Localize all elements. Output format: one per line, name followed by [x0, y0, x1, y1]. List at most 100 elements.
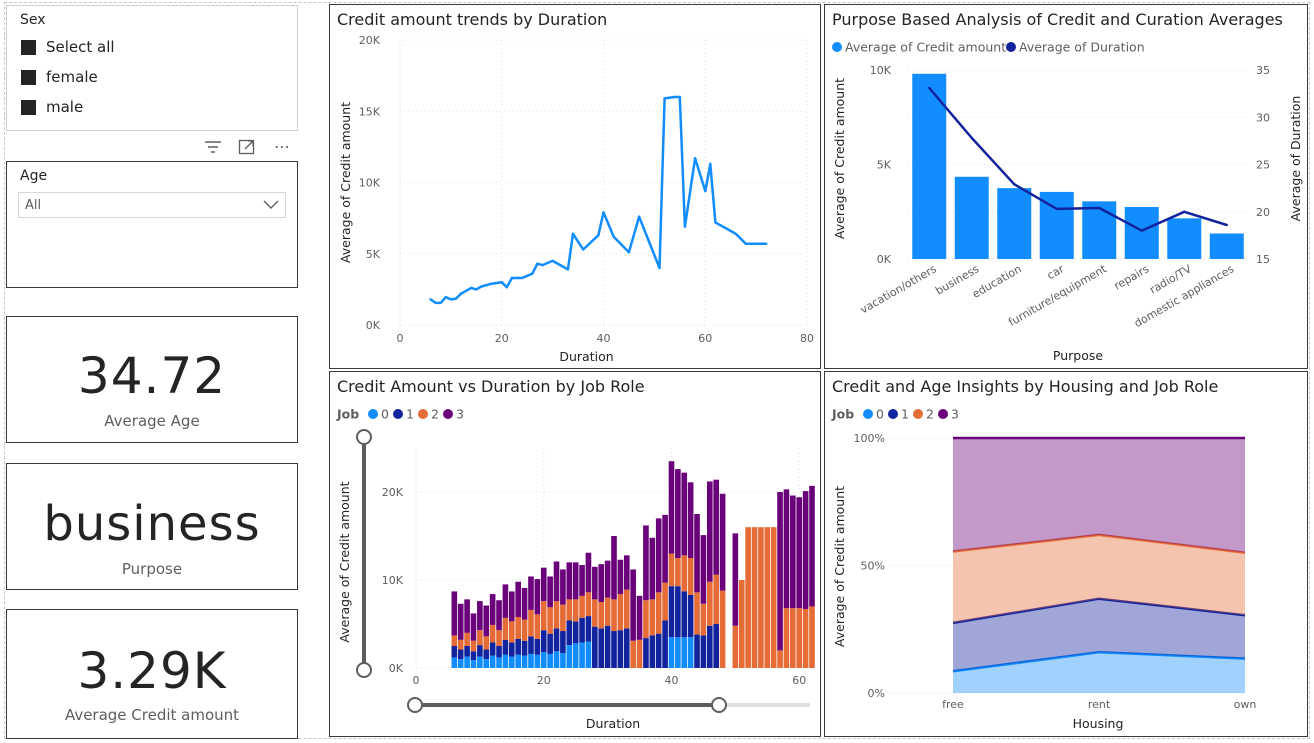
data-point: [1140, 229, 1143, 232]
data-point: [475, 288, 478, 291]
bar-segment: [617, 594, 624, 631]
bar-segment: [464, 646, 470, 657]
filter-icon[interactable]: [203, 139, 223, 159]
checkbox-icon[interactable]: [21, 99, 36, 115]
bar-segment: [496, 657, 502, 668]
bar-segment: [483, 659, 490, 668]
bar-segment: [675, 637, 681, 668]
bar-segment: [540, 652, 547, 668]
more-options-icon[interactable]: ⋯: [274, 137, 290, 156]
bar-segment: [477, 645, 483, 657]
bar-segment: [592, 566, 598, 600]
data-point: [459, 292, 463, 295]
age-slicer[interactable]: Age All: [6, 161, 298, 288]
bar-segment: [617, 559, 624, 595]
bar-segment: [508, 621, 515, 643]
bar-segment: [662, 582, 668, 621]
bar-segment: [598, 564, 605, 602]
y-axis-title: Average of Credit amount: [832, 486, 847, 647]
credit-trend-chart[interactable]: Credit amount trends by Duration 0 20 40 60…: [329, 4, 821, 369]
data-point: [709, 162, 712, 166]
sex-slicer[interactable]: Sex Select all female male: [6, 5, 298, 131]
select-all-option[interactable]: Select all: [21, 38, 115, 56]
checkbox-icon[interactable]: [21, 39, 36, 55]
bar-segment: [713, 574, 720, 624]
bar-segment: [802, 491, 809, 610]
male-option[interactable]: male: [21, 98, 83, 116]
bar-segment: [489, 624, 496, 643]
data-point: [444, 296, 447, 299]
bar-segment: [662, 620, 668, 668]
bar-segment: [809, 485, 815, 607]
y-tick-label: 5K: [877, 159, 892, 172]
legend-marker: [418, 409, 428, 419]
data-point: [1225, 223, 1228, 227]
bar-segment: [598, 602, 605, 629]
female-option[interactable]: female: [21, 68, 98, 86]
y-axis-title: Average of Credit amount: [337, 481, 352, 642]
purpose-analysis-chart[interactable]: Purpose Based Analysis of Credit and Cur…: [824, 4, 1308, 369]
bar-segment: [668, 461, 675, 554]
focus-mode-icon[interactable]: [237, 139, 257, 159]
data-point: [571, 232, 575, 235]
average-age-value: 34.72: [77, 347, 227, 405]
y2-tick-label: 20: [1256, 206, 1270, 219]
housing-chart[interactable]: Credit and Age Insights by Housing and J…: [824, 371, 1308, 737]
bar-segment: [604, 597, 611, 626]
age-dropdown[interactable]: All: [18, 192, 286, 218]
x-tick-label: 60: [792, 674, 806, 687]
bar-segment: [521, 655, 528, 668]
bar-segment: [732, 625, 739, 668]
bar: [1124, 207, 1159, 259]
bar-segment: [534, 638, 541, 655]
bar-segment: [560, 653, 566, 668]
bar-segment: [687, 637, 694, 668]
bar-segment: [547, 607, 553, 634]
bar-segment: [566, 562, 573, 600]
bar-segment: [560, 631, 566, 654]
bar: [912, 73, 947, 259]
x-axis-title: Housing: [1073, 716, 1124, 731]
y2-tick-label: 15: [1256, 253, 1270, 266]
average-age-card: 34.72 Average Age: [6, 316, 298, 443]
data-point: [693, 157, 697, 160]
bar-segment: [675, 586, 681, 638]
legend-label: 1: [901, 407, 909, 422]
legend-marker: [832, 42, 842, 52]
data-point: [673, 95, 676, 99]
data-point: [1013, 183, 1016, 186]
bar-segment: [687, 594, 694, 638]
bar-segment: [796, 608, 803, 668]
bar-segment: [706, 625, 713, 668]
bar-segment: [796, 497, 803, 609]
bar-segment: [681, 555, 688, 592]
job-role-chart[interactable]: Credit Amount vs Duration by Job Role Jo…: [329, 371, 821, 737]
x-tick-label: 60: [698, 332, 712, 345]
bar-segment: [489, 594, 496, 625]
x-tick-label: free: [942, 698, 964, 711]
bar-segment: [566, 620, 573, 646]
series-line: [952, 597, 1246, 625]
checkbox-icon[interactable]: [21, 69, 36, 85]
data-point: [719, 224, 722, 227]
bar-segment: [502, 584, 509, 618]
bar-segment: [585, 641, 592, 668]
data-point: [627, 251, 631, 254]
y-tick-label: 10K: [870, 64, 892, 77]
bar-segment: [464, 599, 470, 633]
bar-segment: [470, 660, 477, 668]
x-tick-label: 40: [664, 674, 678, 687]
bar-segment: [758, 527, 764, 668]
average-credit-label: Average Credit amount: [64, 706, 240, 724]
bar-segment: [464, 632, 470, 646]
legend-marker: [368, 409, 378, 419]
average-age-label: Average Age: [104, 412, 200, 430]
select-all-label: Select all: [46, 38, 115, 56]
bar-segment: [534, 614, 541, 639]
bar-segment: [675, 558, 681, 587]
bar-segment: [687, 482, 694, 558]
bar-segment: [508, 642, 515, 657]
bar-segment: [502, 654, 509, 668]
bar-segment: [643, 525, 649, 601]
bar-segment: [553, 651, 560, 668]
